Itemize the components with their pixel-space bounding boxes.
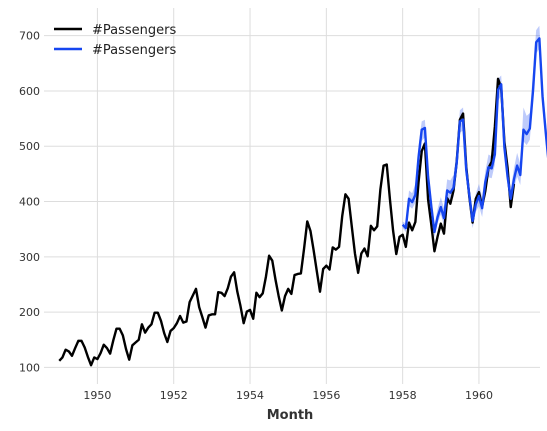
y-tick-label: 100 <box>19 361 40 374</box>
x-tick-label: 1958 <box>389 389 417 402</box>
y-tick-label: 500 <box>19 140 40 153</box>
x-tick-label: 1950 <box>83 389 111 402</box>
x-axis-label: Month <box>267 408 314 423</box>
legend-item: #Passengers <box>54 43 176 58</box>
legend-label: #Passengers <box>92 23 176 38</box>
legend: #Passengers #Passengers <box>54 23 176 58</box>
series-line-0 <box>58 77 516 367</box>
series-line-1 <box>401 37 547 234</box>
legend-item: #Passengers <box>54 23 176 38</box>
y-tick-label: 200 <box>19 306 40 319</box>
x-tick-label: 1960 <box>465 389 493 402</box>
x-axis-ticks: 1950 1952 1954 1956 1958 1960 <box>83 389 493 402</box>
y-tick-label: 400 <box>19 196 40 209</box>
x-tick-label: 1956 <box>312 389 340 402</box>
x-tick-label: 1952 <box>160 389 188 402</box>
y-tick-label: 600 <box>19 85 40 98</box>
x-tick-label: 1954 <box>236 389 264 402</box>
y-tick-label: 300 <box>19 251 40 264</box>
series-lines <box>58 37 547 367</box>
y-tick-label: 700 <box>19 30 40 43</box>
legend-label: #Passengers <box>92 43 176 58</box>
y-axis-ticks: 100 200 300 400 500 600 700 <box>19 30 40 375</box>
